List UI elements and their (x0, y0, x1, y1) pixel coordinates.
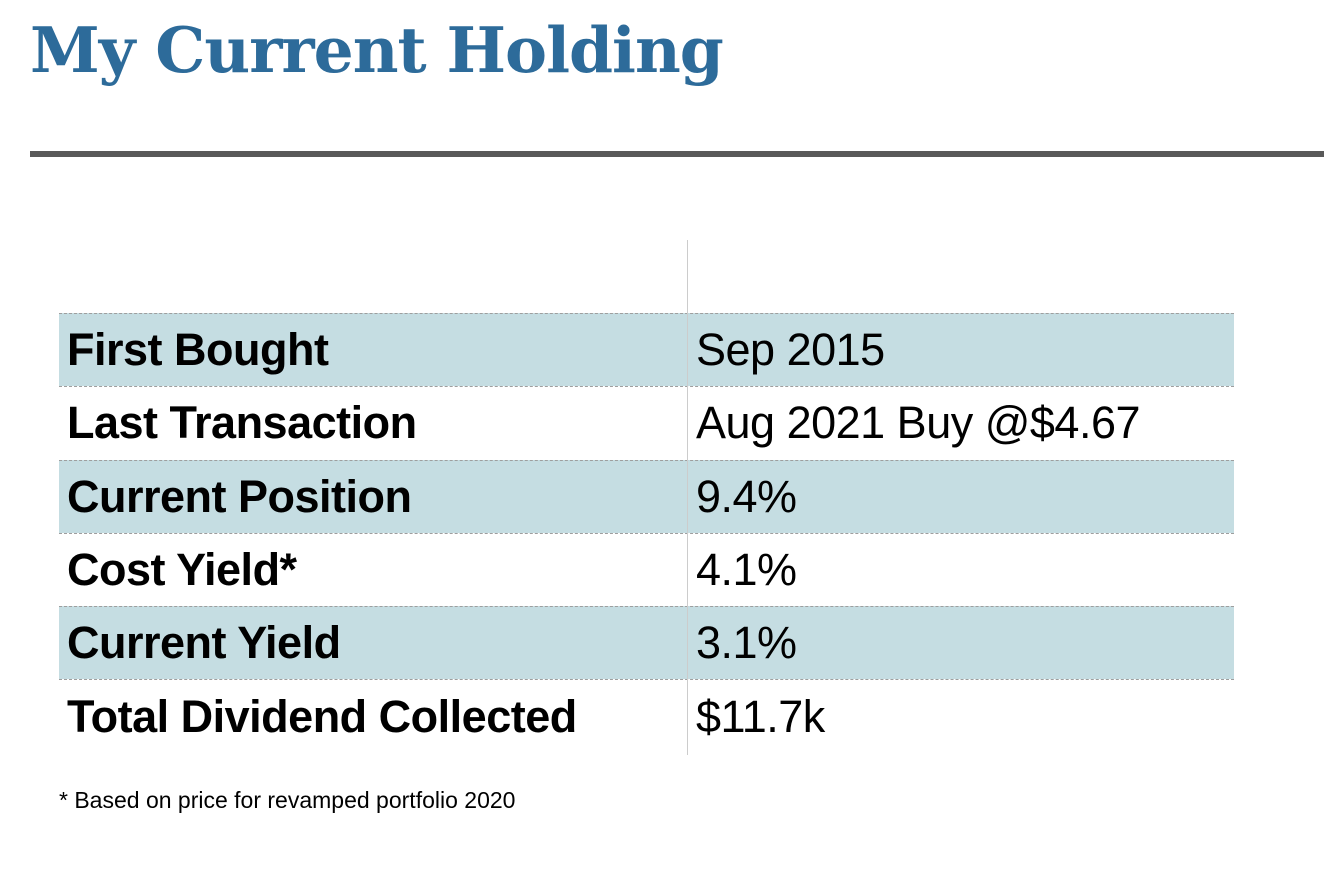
column-divider-line (687, 240, 688, 755)
table-row: Last Transaction Aug 2021 Buy @$4.67 (59, 386, 1234, 459)
table-row: Cost Yield* 4.1% (59, 532, 1234, 606)
title-rule (30, 151, 1324, 157)
footnote: * Based on price for revamped portfolio … (59, 787, 516, 813)
row-label: First Bought (67, 324, 329, 376)
row-value: 9.4% (696, 470, 797, 522)
table-row: Current Yield 3.1% (59, 606, 1234, 680)
holdings-table: First Bought Sep 2015 Last Transaction A… (59, 313, 1234, 753)
row-value: Aug 2021 Buy @$4.67 (696, 397, 1141, 449)
row-value: $11.7k (696, 690, 825, 742)
table-row: First Bought Sep 2015 (59, 313, 1234, 387)
row-label: Total Dividend Collected (67, 690, 577, 742)
row-value: Sep 2015 (696, 324, 885, 376)
row-value: 4.1% (696, 544, 797, 596)
row-label: Last Transaction (67, 397, 417, 449)
table-row: Current Position 9.4% (59, 459, 1234, 533)
row-label: Current Position (67, 470, 412, 522)
row-value: 3.1% (696, 617, 797, 669)
page-title: My Current Holding (30, 13, 724, 87)
row-label: Cost Yield* (67, 544, 297, 596)
table-row: Total Dividend Collected $11.7k (59, 679, 1234, 752)
row-label: Current Yield (67, 617, 341, 669)
